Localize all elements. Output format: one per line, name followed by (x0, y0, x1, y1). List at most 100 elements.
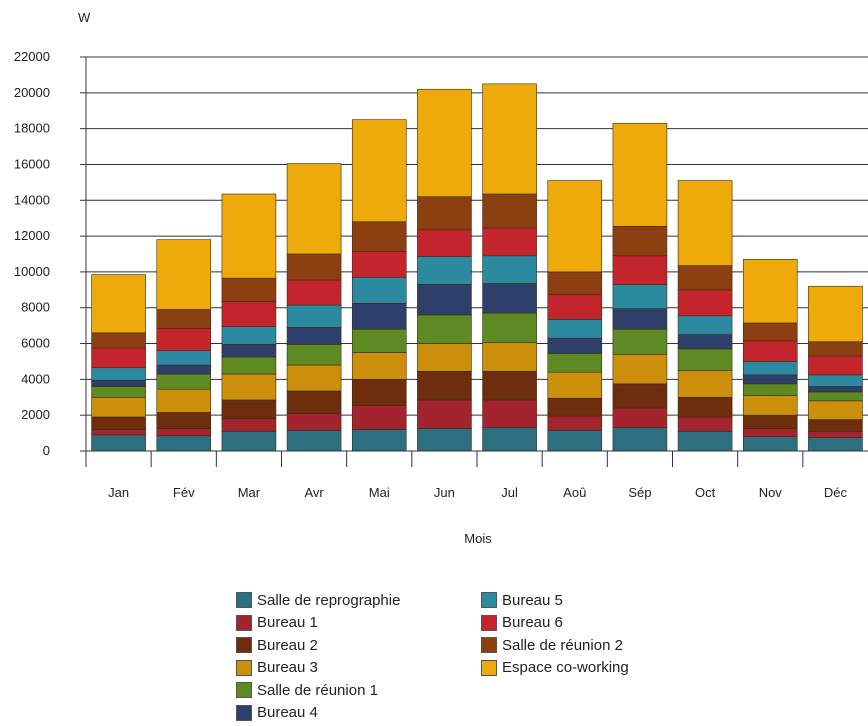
y-tick-label: 22000 (14, 49, 50, 64)
bar-segment (677, 315, 733, 335)
bar-segment (612, 255, 668, 285)
x-tick-label: Sép (628, 485, 651, 500)
y-tick-label: 0 (43, 443, 50, 458)
bar-segment (351, 379, 407, 406)
bar-segment (547, 180, 603, 273)
bar-segment (417, 428, 472, 452)
tick-labels: 0 2000 4000 6000 8000 10000 12000 14000 16000 180… (14, 49, 848, 500)
bar-segment (612, 407, 668, 429)
y-tick-label: 12000 (14, 228, 50, 243)
bar-segment (742, 428, 798, 437)
bar-segment (677, 334, 733, 350)
x-tick-label: Fév (173, 485, 195, 500)
x-tick-label: Mar (238, 485, 261, 500)
bar-segment (221, 193, 277, 279)
bar-segment (156, 309, 212, 329)
x-tick-label: Oct (695, 485, 716, 500)
bar-segment (547, 397, 603, 417)
legend-item: Bureau 3 (236, 658, 318, 678)
legend-item: Espace co-working (481, 658, 629, 678)
bar-segment (417, 314, 472, 344)
bar-segment (612, 308, 668, 330)
y-tick-label: 2000 (21, 407, 50, 422)
legend-item: Salle de réunion 1 (236, 680, 378, 700)
bar-segment (482, 371, 537, 401)
bar-segment (91, 434, 146, 452)
legend-label: Espace co-working (502, 659, 629, 676)
y-tick-label: 6000 (21, 336, 50, 351)
bar-segment (482, 83, 537, 195)
bar-segment (351, 276, 407, 304)
bar-segment (808, 430, 863, 438)
bar-segment (417, 399, 472, 429)
gridlines (86, 56, 868, 416)
bar-segment (482, 312, 537, 343)
bar-segment (91, 396, 146, 418)
bar-segment (91, 274, 146, 334)
bar-segment (91, 347, 146, 369)
legend-label: Salle de reprographie (257, 591, 401, 609)
bar-segment (286, 364, 342, 392)
bar-segment (91, 416, 146, 430)
x-tick-label: Avr (304, 485, 324, 500)
bar-segment (286, 327, 342, 345)
bar-segment (286, 279, 342, 306)
bar-segment (221, 301, 277, 327)
bar-segment (351, 221, 407, 252)
bar-segment (156, 412, 212, 429)
bar-segment (808, 419, 863, 432)
bar-segment (221, 344, 277, 358)
legend-item: Bureau 6 (481, 613, 563, 633)
bar-segment (221, 277, 277, 302)
bar-segment (547, 271, 603, 295)
bar-segment (91, 367, 146, 381)
legend-label: Bureau 4 (257, 704, 318, 721)
bar-segment (742, 322, 798, 342)
bar-segment (417, 88, 472, 197)
bar-segment (482, 227, 537, 257)
y-tick-label: 14000 (14, 192, 50, 207)
legend-label: Bureau 2 (257, 636, 318, 654)
y-tick-label: 18000 (14, 121, 50, 136)
x-axis-title: Mois (464, 531, 492, 546)
bar-segment (286, 253, 342, 281)
legend-item: Bureau 5 (481, 590, 563, 610)
bar-segment (286, 344, 342, 366)
bar-segment (612, 225, 668, 257)
legend-item: Bureau 1 (236, 613, 318, 633)
bar-segment (547, 430, 603, 452)
legend-item: Salle de réunion 2 (481, 635, 623, 655)
bar-segment (351, 352, 407, 380)
bar-segment (677, 180, 733, 266)
bar-segment (482, 283, 537, 314)
bar-segment (808, 341, 863, 357)
bar-segment (547, 293, 603, 320)
legend-label: Bureau 3 (257, 659, 318, 676)
bar-segment (91, 379, 146, 387)
bar-segment (351, 429, 407, 452)
bar-segment (482, 399, 537, 429)
legend-item: Salle de reprographie (236, 590, 400, 610)
bar-segment (612, 353, 668, 385)
bar-segment (742, 383, 798, 396)
bar-segment (286, 304, 342, 328)
bar-segment (482, 255, 537, 284)
x-tick-label: Déc (824, 485, 848, 500)
bar-segment (482, 342, 537, 372)
legend-swatch (236, 704, 252, 721)
bar-segment (808, 391, 863, 402)
bar-segment (547, 353, 603, 373)
bar-segment (221, 418, 277, 432)
bar-segment (351, 405, 407, 430)
bar-segment (417, 343, 472, 372)
bar-segment (808, 355, 863, 376)
y-tick-label: 8000 (21, 300, 50, 315)
bar-segment (677, 370, 733, 398)
bar-segment (156, 328, 212, 352)
bar-segment (808, 285, 863, 343)
bar-segment (221, 356, 277, 375)
stacked-bar-chart: 0 2000 4000 6000 8000 10000 12000 14000 16000 180… (14, 10, 868, 546)
bar-segment (417, 284, 472, 316)
bar-segment (612, 383, 668, 409)
legend-label: Salle de réunion 2 (502, 636, 623, 654)
